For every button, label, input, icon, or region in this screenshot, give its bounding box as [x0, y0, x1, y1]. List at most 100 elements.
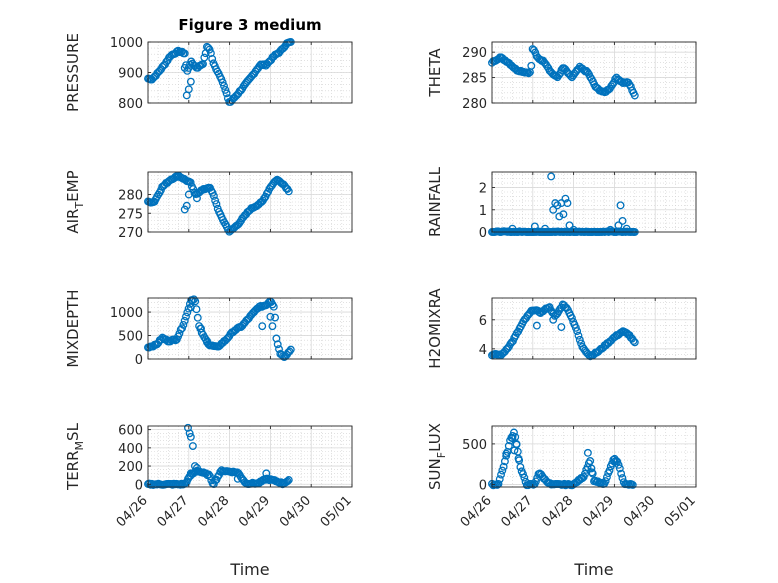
data-point	[186, 469, 195, 478]
data-point	[557, 323, 566, 331]
data-point	[514, 454, 523, 463]
data-point	[508, 434, 517, 443]
y-tick-label: 285	[462, 72, 487, 87]
data-point	[212, 200, 221, 209]
data-point	[209, 192, 218, 200]
y-axis-label: H2OMIXRA	[426, 288, 444, 369]
data-point	[569, 225, 578, 234]
data-point	[200, 53, 209, 62]
y-tick-label: 500	[462, 438, 487, 453]
data-point	[614, 221, 623, 230]
data-point	[520, 473, 529, 482]
y-tick-label: 2	[479, 182, 487, 197]
data-point	[186, 77, 195, 86]
data-point	[553, 201, 562, 210]
data-point	[573, 327, 582, 336]
series-points	[144, 38, 295, 106]
data-point	[268, 322, 277, 331]
data-point	[220, 81, 228, 90]
data-point	[266, 312, 275, 321]
subplot-6: 4 6 H2OMIXRA	[426, 288, 697, 369]
subplot-1: 800 900 1000 PRESSURE Figure 3 medium	[64, 16, 353, 112]
data-point	[561, 194, 570, 203]
data-point	[180, 63, 189, 72]
data-point	[606, 225, 615, 234]
y-axis-label: TERRMSL	[64, 422, 86, 491]
data-point	[583, 448, 592, 457]
series-points	[144, 295, 295, 362]
axes-box	[491, 171, 697, 233]
chart-title: Figure 3 medium	[178, 16, 321, 34]
data-point	[555, 212, 564, 221]
data-point	[630, 91, 639, 100]
y-axis-label: SUNFLUX	[426, 423, 448, 490]
data-point	[193, 313, 202, 322]
series-points	[144, 171, 293, 236]
y-tick-label: 280	[118, 189, 143, 204]
data-point	[205, 45, 214, 54]
data-point	[618, 216, 627, 225]
data-point	[206, 472, 214, 481]
x-tick-label: 04/28	[195, 493, 232, 530]
data-point	[176, 480, 185, 489]
x-tick-label: 04/30	[621, 493, 658, 530]
y-tick-label: 500	[118, 330, 143, 345]
y-axis-label: AIRTEMP	[64, 170, 86, 233]
y-tick-label: 600	[118, 424, 143, 439]
subplot-4: 0 1 2 RAINFALL	[426, 166, 697, 241]
data-point	[182, 312, 190, 321]
y-tick-label: 1000	[110, 306, 143, 321]
x-tick-label: 04/26	[114, 493, 151, 530]
data-point	[271, 313, 280, 322]
data-point	[186, 303, 195, 312]
data-point	[286, 345, 295, 354]
data-point	[527, 61, 536, 70]
data-point	[574, 331, 583, 340]
data-point	[630, 338, 639, 347]
data-point	[616, 201, 625, 210]
y-tick-label: 0	[479, 226, 487, 241]
data-point	[499, 462, 508, 471]
data-point	[547, 172, 556, 181]
x-tick-label: 04/30	[277, 493, 314, 530]
y-tick-label: 800	[118, 97, 143, 112]
y-tick-label: 4	[479, 343, 487, 358]
data-point	[182, 201, 191, 210]
data-point	[617, 469, 626, 478]
series-points	[488, 428, 637, 490]
data-point	[185, 429, 194, 438]
data-point	[180, 49, 189, 58]
series-points	[144, 423, 293, 489]
data-point	[184, 423, 192, 432]
data-point	[197, 324, 205, 333]
data-point	[567, 314, 576, 322]
data-point	[575, 335, 584, 344]
data-point	[559, 210, 568, 219]
y-tick-label: 400	[118, 442, 143, 457]
data-point	[512, 439, 521, 448]
axes-box	[147, 425, 353, 488]
x-tick-label: 04/26	[458, 493, 495, 530]
subplot-3: 270 275 280 AIRTEMP	[64, 170, 353, 241]
data-point	[258, 322, 267, 331]
data-point	[284, 187, 293, 196]
data-point	[504, 441, 513, 450]
data-point	[233, 474, 242, 483]
data-point	[601, 477, 610, 486]
x-tick-label: 04/29	[236, 493, 273, 530]
data-point	[502, 449, 511, 458]
subplot-2: 280 285 290 THETA	[426, 41, 697, 112]
data-point	[531, 477, 540, 486]
series-points	[488, 300, 639, 361]
data-point	[208, 54, 217, 63]
data-point	[179, 320, 188, 329]
data-point	[193, 463, 201, 472]
data-point	[184, 190, 193, 199]
x-tick-label: 04/27	[155, 493, 192, 530]
y-tick-label: 0	[135, 353, 143, 368]
data-point	[184, 85, 193, 94]
data-point	[549, 315, 558, 324]
data-point	[278, 480, 287, 489]
y-tick-label: 6	[479, 314, 487, 329]
data-point	[498, 466, 507, 475]
